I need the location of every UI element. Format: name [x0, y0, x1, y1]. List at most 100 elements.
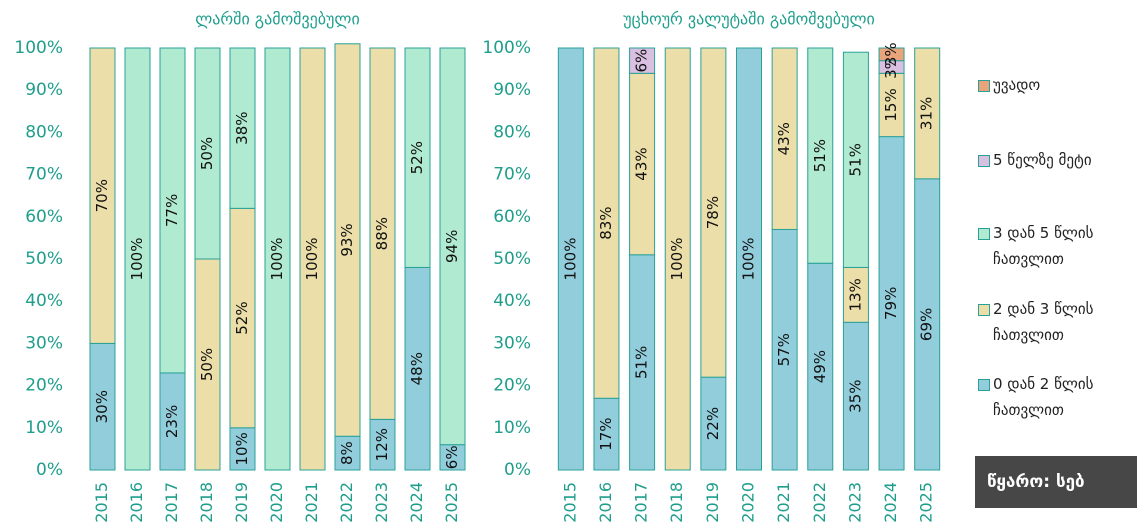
y-tick-label: 60%: [25, 207, 63, 227]
x-tick-label: 2017: [632, 482, 651, 523]
data-label: 88%: [373, 217, 391, 250]
data-label: 12%: [373, 428, 391, 461]
legend-swatch: [978, 379, 990, 391]
y-tick-label: 10%: [493, 418, 531, 438]
bar-segment: [334, 43, 361, 437]
legend-item: უვადო: [978, 72, 1133, 98]
y-tick-label: 80%: [25, 122, 63, 142]
data-label: 100%: [303, 238, 321, 281]
bar-segment: [664, 47, 691, 471]
y-tick-label: 60%: [493, 207, 531, 227]
data-label: 70%: [93, 179, 111, 212]
x-tick-label: 2023: [845, 482, 864, 523]
data-label: 83%: [597, 206, 615, 239]
bar-segment: [194, 258, 221, 471]
bar-segment: [439, 444, 466, 471]
y-tick-label: 100%: [14, 38, 63, 58]
y-tick-label: 40%: [25, 291, 63, 311]
bar-segment: [194, 47, 221, 260]
data-label: 13%: [846, 278, 864, 311]
bar-segment: [557, 47, 584, 471]
y-tick-label: 50%: [493, 249, 531, 269]
x-tick-label: 2022: [337, 482, 356, 523]
data-label: 79%: [882, 287, 900, 320]
x-tick-label: 2021: [302, 482, 321, 523]
legend-swatch: [978, 155, 990, 167]
data-label: 3%: [882, 42, 900, 66]
bar-segment: [914, 178, 941, 471]
data-label: 48%: [408, 352, 426, 385]
data-label: 23%: [163, 405, 181, 438]
bar-segment: [299, 47, 326, 471]
bar-segment: [700, 376, 727, 471]
bar-segment: [369, 418, 396, 471]
data-label: 100%: [668, 238, 686, 281]
bar-segment: [736, 47, 762, 471]
y-tick-label: 20%: [493, 376, 531, 396]
bar-segment: [914, 47, 941, 180]
data-label: 43%: [775, 122, 793, 155]
bar-segment: [159, 47, 186, 374]
y-tick-label: 70%: [493, 165, 531, 185]
data-label: 69%: [918, 308, 936, 341]
y-tick-label: 70%: [25, 165, 63, 185]
y-tick-label: 20%: [25, 376, 63, 396]
data-label: 43%: [633, 147, 651, 180]
bar-segment: [629, 47, 656, 74]
data-label: 6%: [633, 49, 651, 73]
bar-segment: [404, 266, 431, 471]
legend-item: 2 დან 3 წლის ჩათვლით: [978, 296, 1133, 348]
bar-segment: [229, 207, 256, 429]
data-label: 51%: [811, 139, 829, 172]
data-label: 51%: [633, 346, 651, 379]
x-tick-label: 2018: [197, 482, 216, 523]
bar-segment: [404, 47, 431, 268]
bar-segment: [159, 372, 186, 471]
legend-item: 3 დან 5 წლის ჩათვლით: [978, 220, 1133, 272]
y-tick-label: 10%: [25, 418, 63, 438]
data-label: 93%: [338, 223, 356, 256]
data-label: 10%: [233, 432, 251, 465]
x-tick-label: 2022: [810, 482, 829, 523]
data-label: 22%: [704, 407, 722, 440]
legend-item: 0 დან 2 წლის ჩათვლით: [978, 371, 1133, 423]
bar-segment: [700, 47, 727, 378]
legend-swatch: [978, 228, 990, 240]
data-label: 57%: [775, 333, 793, 366]
bar-segment: [629, 72, 656, 256]
bar-segment: [807, 47, 834, 264]
x-tick-label: 2016: [127, 482, 146, 523]
bar-segment: [878, 136, 905, 471]
bar-segment: [334, 435, 361, 471]
bar-segment: [439, 47, 466, 446]
x-tick-label: 2019: [703, 482, 722, 523]
x-tick-label: 2020: [267, 482, 286, 523]
data-label: 30%: [93, 390, 111, 423]
bar-segment: [629, 254, 656, 471]
y-tick-label: 100%: [482, 38, 531, 58]
legend-label: უვადო: [993, 76, 1041, 94]
data-label: 6%: [443, 445, 461, 469]
data-label: 51%: [846, 143, 864, 176]
x-tick-label: 2025: [442, 482, 461, 523]
legend-label: 2 დან 3 წლის ჩათვლით: [993, 300, 1094, 344]
y-tick-label: 90%: [493, 80, 531, 100]
bar-segment: [842, 51, 869, 268]
x-tick-label: 2015: [560, 482, 579, 523]
data-label: 100%: [740, 238, 758, 281]
data-label: 50%: [198, 137, 216, 170]
x-tick-label: 2016: [596, 482, 615, 523]
x-tick-label: 2025: [917, 482, 936, 523]
bar-segment: [89, 342, 116, 471]
x-tick-label: 2021: [774, 482, 793, 523]
data-label: 52%: [233, 301, 251, 334]
y-tick-label: 0%: [36, 460, 63, 480]
x-tick-label: 2018: [667, 482, 686, 523]
legend-label: 0 დან 2 წლის ჩათვლით: [993, 375, 1094, 419]
data-label: 100%: [128, 238, 146, 281]
x-tick-label: 2015: [92, 482, 111, 523]
x-tick-label: 2020: [739, 482, 758, 523]
bar-segment: [229, 427, 256, 471]
chart-title: ლარში გამოშვებული: [195, 10, 359, 29]
